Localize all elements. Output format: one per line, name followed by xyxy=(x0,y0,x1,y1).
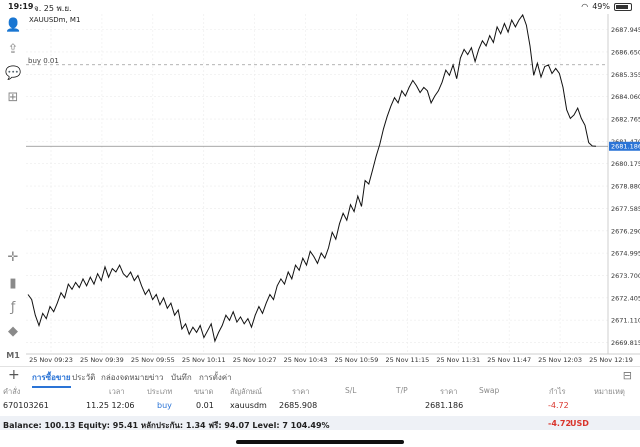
status-right: ◠ 49% xyxy=(581,2,632,11)
time-tick-label: 25 Nov 09:55 xyxy=(131,356,175,364)
chart-canvas[interactable]: 2687.945 2686.650 2685.355 2684.060 2682.765… xyxy=(26,13,640,364)
price-tick-label: 2684.060 xyxy=(611,93,640,101)
share-icon[interactable]: ⇪ xyxy=(7,42,19,57)
symbol-label: XAUUSDm, M1 xyxy=(29,16,80,24)
order-profit: -4.72 xyxy=(548,401,569,410)
order-open-price: 2685.908 xyxy=(279,401,318,410)
person-icon[interactable]: 👤 xyxy=(5,18,22,33)
header-profit: กำไร xyxy=(549,387,566,396)
order-time: 11.25 12:06 xyxy=(86,401,135,410)
header-tp: T/P xyxy=(396,386,408,395)
price-tick-label: 2674.995 xyxy=(611,250,640,258)
time-tick-label: 25 Nov 10:27 xyxy=(233,356,277,364)
header-time: เวลา xyxy=(109,387,125,396)
chart-toolbar: 👤 ⇪ 💬 ⊞ ✛ ▮ ƒ ◆ M1 xyxy=(0,14,26,364)
candles-icon[interactable]: ▮ xyxy=(9,276,17,291)
time-tick-label: 25 Nov 12:03 xyxy=(538,356,582,364)
price-tick-label: 2673.700 xyxy=(611,272,640,280)
trade-table-header: คำสั่ง เวลา ประเภท ขนาด สัญลักษณ์ ราคา S… xyxy=(0,386,640,398)
order-id: 670103261 xyxy=(3,401,49,410)
tab-mailbox[interactable]: กล่องจดหมาย xyxy=(101,373,150,382)
price-tick-label: 2669.815 xyxy=(611,339,640,347)
objects-icon[interactable]: ◆ xyxy=(8,324,18,339)
time-tick-label: 25 Nov 09:39 xyxy=(80,356,124,364)
battery-icon xyxy=(614,2,632,11)
chat-icon[interactable]: 💬 xyxy=(5,66,22,81)
table-row[interactable]: 670103261 11.25 12:06 buy 0.01 xauusdm 2… xyxy=(0,401,640,415)
tab-news[interactable]: ข่าว xyxy=(149,373,164,382)
wifi-icon: ◠ xyxy=(581,2,589,11)
time-tick-label: 25 Nov 11:47 xyxy=(487,356,531,364)
price-chart[interactable]: 2687.945 2686.650 2685.355 2684.060 2682.765… xyxy=(26,13,640,364)
time-tick-label: 25 Nov 10:11 xyxy=(182,356,226,364)
order-size: 0.01 xyxy=(196,401,214,410)
header-order: คำสั่ง xyxy=(3,387,21,396)
time-tick-label: 25 Nov 11:31 xyxy=(436,356,480,364)
order-symbol: xauusdm xyxy=(230,401,267,410)
tab-history[interactable]: ประวัติ xyxy=(72,373,96,382)
profit-currency: USD xyxy=(570,419,589,428)
status-date: จ. 25 พ.ย. xyxy=(34,4,72,13)
status-bar: 19:19 จ. 25 พ.ย. ◠ 49% xyxy=(0,0,640,14)
bid-price-tag xyxy=(609,141,640,151)
time-tick-label: 25 Nov 10:43 xyxy=(284,356,328,364)
order-current-price: 2681.186 xyxy=(425,401,464,410)
tab-trade[interactable]: การซื้อขาย xyxy=(32,371,71,388)
terminal-tabs: + การซื้อขาย ประวัติ กล่องจดหมาย ข่าว บั… xyxy=(0,366,640,388)
timeframe-button[interactable]: M1 xyxy=(6,351,20,360)
expand-panel-icon[interactable]: ⊟ xyxy=(622,369,632,382)
home-indicator xyxy=(236,440,404,444)
price-tick-label: 2686.650 xyxy=(611,48,640,56)
price-tick-label: 2685.355 xyxy=(611,71,640,79)
bid-price-label: 2681.186 xyxy=(611,143,640,151)
time-tick-label: 25 Nov 11:15 xyxy=(385,356,429,364)
add-document-icon[interactable]: ⊞ xyxy=(7,90,19,105)
header-current-price: ราคา xyxy=(440,387,458,396)
header-swap: Swap xyxy=(479,386,500,395)
price-tick-label: 2676.290 xyxy=(611,227,640,235)
price-tick-label: 2677.585 xyxy=(611,205,640,213)
header-price: ราคา xyxy=(292,387,310,396)
tab-settings[interactable]: การตั้งค่า xyxy=(199,373,232,382)
balance-bar: Balance: 100.13 Equity: 95.41 หลักประกัน… xyxy=(0,416,640,430)
tab-journal[interactable]: บันทึก xyxy=(171,373,192,382)
time-tick-label: 25 Nov 12:19 xyxy=(589,356,633,364)
total-profit: -4.72 xyxy=(548,419,572,428)
price-tick-label: 2682.765 xyxy=(611,116,640,124)
price-tick-label: 2680.175 xyxy=(611,160,640,168)
header-size: ขนาด xyxy=(194,387,214,396)
price-line xyxy=(27,13,597,343)
order-type: buy xyxy=(157,401,172,410)
status-time: 19:19 xyxy=(8,2,34,11)
time-tick-label: 25 Nov 10:59 xyxy=(335,356,379,364)
price-tick-label: 2671.110 xyxy=(611,317,640,325)
battery-percent: 49% xyxy=(592,2,610,11)
header-sl: S/L xyxy=(345,386,357,395)
function-icon[interactable]: ƒ xyxy=(10,300,16,315)
header-symbol: สัญลักษณ์ xyxy=(230,387,263,396)
header-type: ประเภท xyxy=(147,387,173,396)
price-tick-label: 2678.880 xyxy=(611,183,640,191)
order-line-label: buy 0.01 xyxy=(28,57,59,65)
price-tick-label: 2687.945 xyxy=(611,26,640,34)
crosshair-icon[interactable]: ✛ xyxy=(7,250,19,265)
plus-icon[interactable]: + xyxy=(8,367,20,383)
balance-summary: Balance: 100.13 Equity: 95.41 หลักประกัน… xyxy=(3,421,330,430)
price-tick-label: 2672.405 xyxy=(611,294,640,302)
time-tick-label: 25 Nov 09:23 xyxy=(29,356,73,364)
header-note: หมายเหตุ xyxy=(594,387,625,396)
